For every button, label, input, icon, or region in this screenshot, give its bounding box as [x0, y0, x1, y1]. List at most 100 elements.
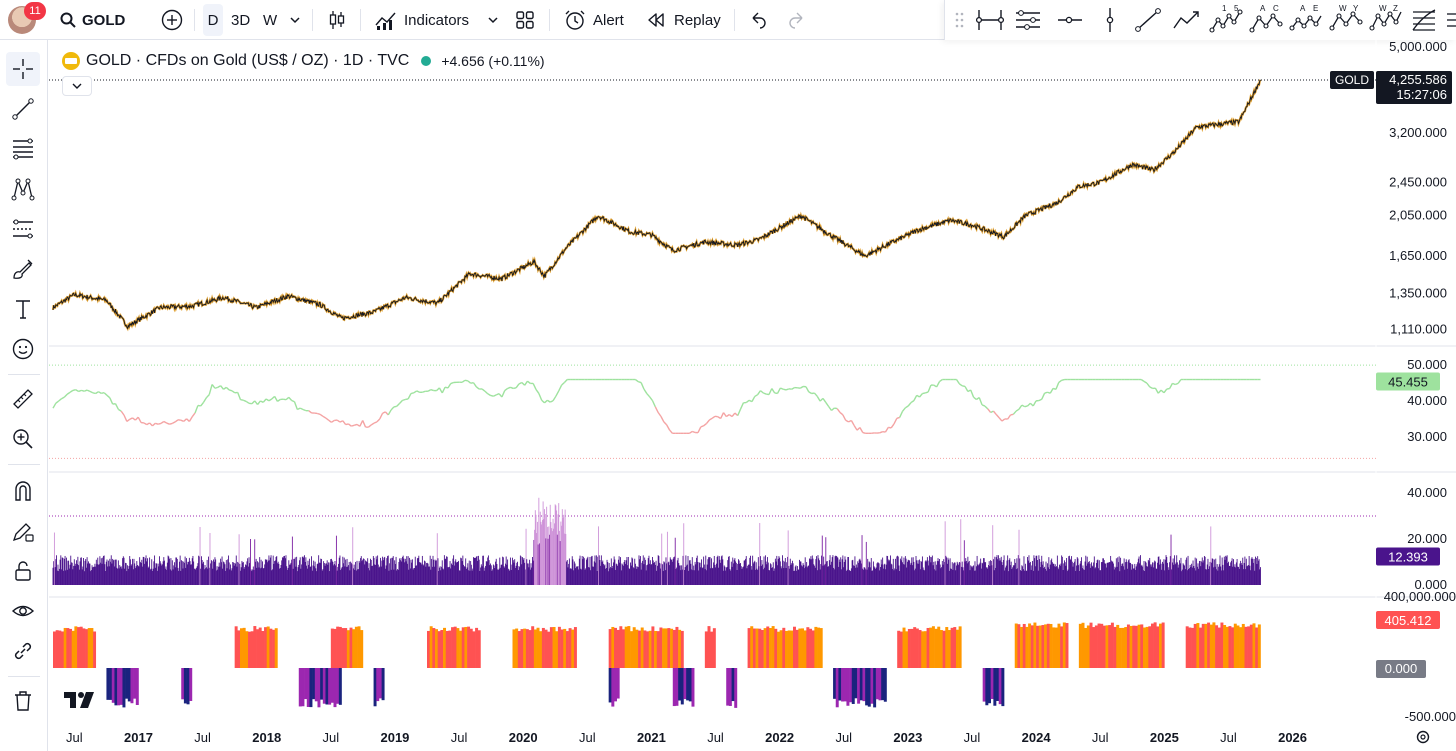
rsi-segment [995, 414, 1000, 419]
oscillator-bar [1134, 625, 1138, 668]
rsi-segment [1143, 380, 1148, 384]
oscillator-bar [862, 668, 866, 702]
oscillator-bar [568, 628, 572, 668]
fib-fan-icon[interactable] [1409, 6, 1439, 34]
oscillator-bar [330, 628, 334, 668]
rsi-segment [1146, 382, 1151, 388]
horizontal-ray-icon[interactable] [1055, 6, 1085, 34]
oscillator-bar [1185, 626, 1189, 668]
magnet-mode-tool[interactable] [6, 474, 40, 508]
oscillator-bar [734, 668, 738, 708]
oscillator-bar [750, 626, 754, 668]
oscillator-bar [955, 629, 959, 668]
date-range-icon[interactable] [975, 6, 1005, 34]
redo-button[interactable] [788, 0, 806, 40]
rsi-segment [1175, 382, 1179, 386]
remove-drawings-tool[interactable] [6, 684, 40, 718]
hide-drawings-tool[interactable] [6, 594, 40, 628]
rsi-pane[interactable] [49, 364, 1376, 459]
oscillator-pane[interactable] [53, 622, 1261, 708]
layouts-button[interactable] [515, 0, 535, 40]
chart-type-button[interactable] [326, 0, 348, 40]
replay-button[interactable]: Replay [646, 0, 721, 40]
oscillator-bar [1223, 624, 1227, 668]
rsi-segment [890, 423, 895, 429]
interval-d-button[interactable]: D [203, 4, 223, 36]
pattern-tool[interactable] [6, 172, 40, 206]
oscillator-bar [344, 628, 348, 668]
alert-button[interactable]: Alert [563, 0, 624, 40]
volatility-pane[interactable] [49, 497, 1376, 585]
text-tool[interactable] [6, 292, 40, 326]
oscillator-bar [857, 668, 861, 704]
measure-tool[interactable] [6, 382, 40, 416]
rsi-segment [651, 400, 656, 408]
stay-in-drawing-mode-tool[interactable] [6, 514, 40, 548]
rsi-segment [962, 385, 966, 388]
rsi-segment [1166, 387, 1170, 390]
rsi-segment [211, 383, 216, 389]
oscillator-bar [378, 668, 382, 699]
rsi-segment [745, 399, 750, 404]
price-pane[interactable] [49, 79, 1376, 332]
rsi-segment [527, 380, 531, 384]
lock-drawings-tool[interactable] [6, 554, 40, 588]
rsi-segment [561, 382, 565, 386]
trash-icon [15, 691, 31, 711]
rsi-segment [913, 394, 918, 401]
sync-drawings-tool[interactable] [6, 634, 40, 668]
symbol-legend[interactable]: GOLD · CFDs on Gold (US$ / OZ) · 1D · TV… [62, 50, 545, 72]
rsi-segment [163, 420, 167, 424]
settings-gear-icon[interactable] [1416, 730, 1430, 744]
icon-tool[interactable] [6, 332, 40, 366]
crosshair-tool[interactable] [6, 52, 40, 86]
trend-line-icon[interactable] [1133, 6, 1163, 34]
oscillator-bar [435, 629, 438, 668]
oscillator-bar [467, 626, 471, 668]
compare-symbol-button[interactable] [161, 0, 183, 40]
oscillator-bar [477, 630, 481, 668]
oscillator-bar [1062, 622, 1066, 668]
indicators-button[interactable]: Indicators [374, 0, 469, 40]
rsi-segment [978, 397, 983, 406]
more-tools-icon[interactable] [1445, 6, 1456, 34]
oscillator-bar [1217, 627, 1221, 668]
drag-handle-icon[interactable] [955, 12, 965, 28]
brush-tool[interactable] [6, 252, 40, 286]
chart-area[interactable]: 5,000.000 3,200.000 2,450.000 2,050.000 1,65… [49, 40, 1456, 751]
rsi-segment [467, 380, 472, 384]
indicators-dropdown[interactable] [487, 0, 499, 40]
interval-3d-button[interactable]: 3D [231, 11, 251, 29]
rsi-segment [322, 415, 327, 419]
time-tick-label: 2017 [124, 730, 153, 745]
symbol-search[interactable]: GOLD [60, 0, 125, 40]
oscillator-bar [338, 626, 342, 668]
oscillator-bar [1113, 626, 1117, 668]
oscillator-bar [654, 630, 658, 668]
fib-retracement-tool[interactable] [6, 132, 40, 166]
oscillator-bar [1126, 624, 1130, 668]
parallel-lines-icon[interactable] [1013, 6, 1043, 34]
oscillator-zero-label: 0.000 [1385, 661, 1418, 676]
collapse-legend-button[interactable] [62, 76, 92, 96]
undo-button[interactable] [749, 0, 767, 40]
interval-w-button[interactable]: W [263, 11, 278, 29]
toolbar-divider [734, 9, 735, 31]
interval-dropdown[interactable] [289, 0, 301, 40]
vertical-line-icon[interactable] [1095, 6, 1125, 34]
oscillator-bar [242, 627, 246, 668]
volatility-value-badge [1376, 547, 1440, 566]
zoom-in-tool[interactable] [6, 422, 40, 456]
time-tick-label: 2026 [1278, 730, 1307, 745]
rsi-segment [901, 407, 906, 412]
forecast-tool[interactable] [6, 212, 40, 246]
trend-line-tool[interactable] [6, 92, 40, 126]
path-icon[interactable] [1171, 6, 1201, 34]
indicators-icon [375, 12, 396, 30]
rsi-segment [217, 385, 221, 388]
